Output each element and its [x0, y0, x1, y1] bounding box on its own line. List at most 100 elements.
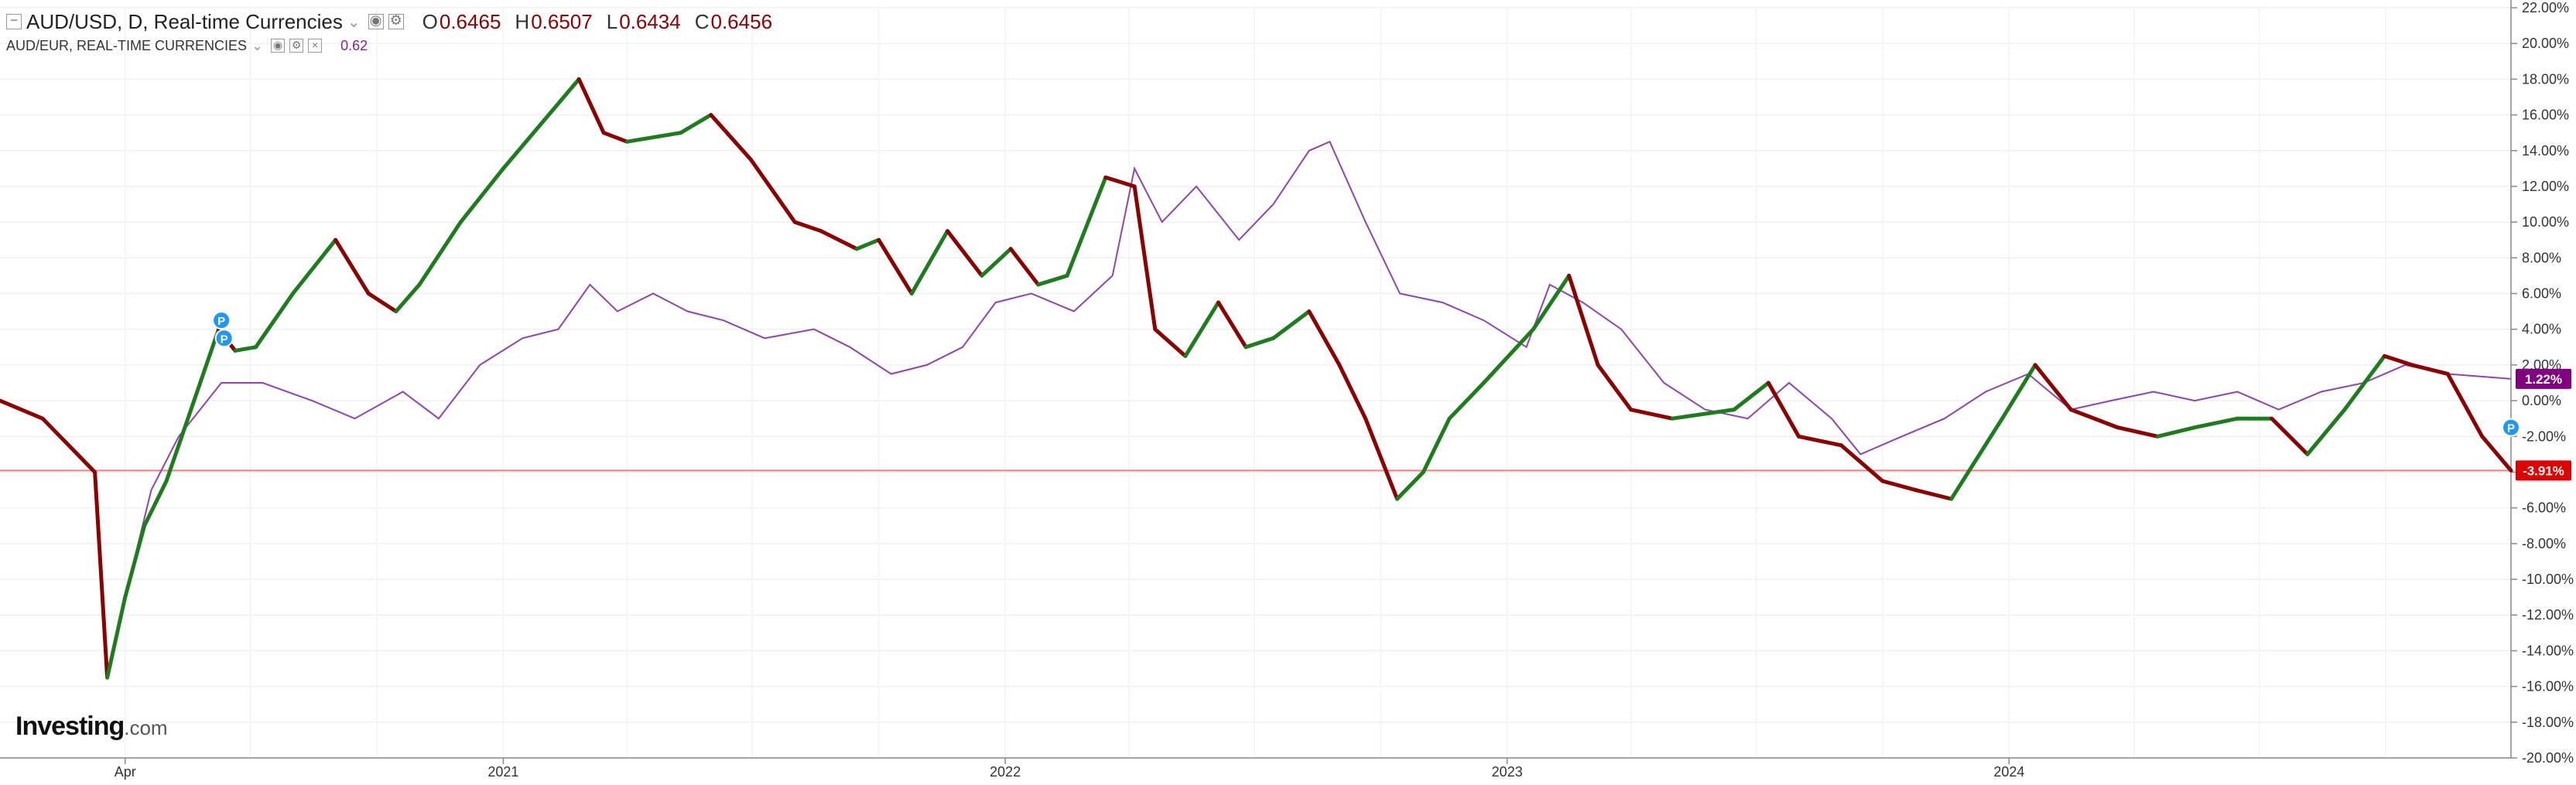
series-segment-aud-usd	[2480, 434, 2513, 473]
event-marker-label: P	[2507, 422, 2515, 435]
event-marker	[2502, 418, 2520, 437]
y-tick-label: -16.00%	[2522, 679, 2574, 695]
series-segment-aud-usd	[417, 220, 463, 287]
series-segment-aud-usd	[1949, 416, 2004, 501]
series-segment-aud-usd	[366, 292, 399, 314]
series-segment-aud-usd	[1796, 434, 1844, 448]
y-tick-label: 10.00%	[2522, 214, 2569, 230]
series-segment-aud-usd	[679, 113, 713, 135]
series-segment-aud-usd	[1421, 416, 1452, 474]
main-value-badge: -3.91%	[2523, 463, 2564, 478]
series-segment-aud-usd	[40, 416, 97, 474]
visibility-icon[interactable]: ◉	[271, 39, 286, 53]
chevron-down-icon[interactable]: ⌄	[251, 37, 264, 53]
compare-value-badge: 1.22%	[2525, 372, 2562, 387]
series-segment-aud-usd	[2155, 425, 2197, 439]
series-segment-aud-usd	[501, 77, 581, 171]
y-tick-label: 18.00%	[2522, 71, 2569, 87]
series-segment-aud-usd	[1914, 488, 1954, 501]
series-segment-aud-usd	[123, 524, 147, 599]
series-segment-aud-usd	[142, 479, 169, 528]
y-tick-label: 8.00%	[2522, 250, 2561, 265]
x-tick-label: 2022	[990, 764, 1021, 780]
compare-series-legend: AUD/EUR, REAL-TIME CURRENCIES ⌄ ◉ ⚙ × 0.…	[6, 34, 368, 57]
visibility-icon[interactable]: ◉	[368, 13, 384, 29]
series-segment-aud-usd	[1482, 327, 1535, 385]
series-segment-aud-usd	[1732, 381, 1770, 412]
event-marker-label: P	[221, 333, 228, 346]
series-segment-aud-usd	[624, 131, 683, 144]
series-segment-aud-usd	[1183, 300, 1221, 358]
y-tick-label: -8.00%	[2522, 536, 2566, 551]
series-segment-aud-usd	[576, 77, 606, 135]
ohlc-low-value: 0.6434	[619, 9, 681, 33]
series-segment-aud-usd	[980, 247, 1013, 278]
series-segment-aud-usd	[1596, 363, 1634, 412]
series-segment-aud-usd	[1244, 336, 1276, 350]
series-segment-aud-usd	[2305, 408, 2347, 456]
series-segment-aud-usd	[1880, 479, 1918, 493]
series-segment-aud-usd	[2068, 408, 2120, 430]
x-tick-label: 2021	[487, 764, 518, 780]
series-segment-aud-usd	[2000, 363, 2037, 421]
series-segment-aud-usd	[709, 113, 753, 162]
main-value-badge-bg	[2516, 460, 2571, 481]
series-segment-aud-usd	[877, 237, 914, 296]
series-segment-aud-usd	[1132, 184, 1158, 332]
series-segment-aud-usd	[2410, 363, 2450, 376]
y-tick-label: 14.00%	[2522, 143, 2569, 159]
series-segment-aud-usd	[792, 220, 823, 234]
series-segment-aud-usd	[2342, 353, 2387, 412]
series-segment-aud-usd	[1395, 469, 1425, 501]
event-marker	[212, 311, 231, 330]
series-segment-aud-usd	[291, 237, 338, 296]
close-icon[interactable]: ×	[308, 39, 323, 53]
series-segment-aud-usd	[1103, 175, 1137, 189]
compare-value-badge-bg	[2516, 368, 2571, 389]
x-tick-label: Apr	[115, 764, 136, 780]
series-segment-aud-usd	[93, 469, 110, 680]
series-segment-aud-usd	[945, 229, 984, 278]
settings-icon[interactable]: ⚙	[388, 12, 404, 29]
logo-suffix: .com	[124, 716, 168, 739]
ohlc-close-value: 0.6456	[710, 9, 773, 33]
logo-word: Investing	[15, 712, 125, 741]
y-tick-label: 22.00%	[2522, 0, 2569, 15]
series-segment-aud-usd	[2445, 371, 2485, 439]
series-segment-aud-usd	[394, 282, 422, 314]
series-segment-aud-usd	[601, 131, 629, 144]
chevron-down-icon[interactable]: ⌄	[347, 13, 361, 31]
settings-icon[interactable]: ⚙	[289, 39, 304, 53]
series-segment-aud-usd	[1307, 309, 1342, 367]
ohlc-open-value: 0.6465	[439, 9, 501, 33]
y-tick-label: 6.00%	[2522, 286, 2561, 302]
collapse-icon[interactable]: −	[6, 13, 22, 29]
y-tick-label: 20.00%	[2522, 36, 2569, 51]
ohlc-high-value: 0.6507	[531, 9, 593, 33]
series-segment-aud-usd	[2383, 353, 2414, 367]
investing-logo[interactable]: Investing.com	[15, 712, 168, 742]
series-segment-aud-usd	[1839, 443, 1885, 483]
series-segment-aud-usd	[458, 166, 505, 224]
main-symbol-label[interactable]: AUD/USD, D, Real-time Currencies	[26, 9, 343, 33]
series-segment-aud-usd	[164, 327, 221, 483]
y-tick-label: -2.00%	[2522, 428, 2566, 444]
series-segment-aud-usd	[2116, 425, 2160, 439]
series-segment-aud-usd	[1670, 408, 1736, 421]
series-segment-aud-usd	[1629, 408, 1675, 421]
series-segment-aud-usd	[1337, 363, 1368, 421]
series-segment-aud-usd	[1271, 309, 1312, 340]
y-tick-label: -18.00%	[2522, 715, 2574, 730]
series-segment-aud-usd	[1766, 381, 1801, 439]
series-segment-aud-usd	[1363, 416, 1400, 501]
x-tick-label: 2024	[1993, 764, 2024, 780]
ohlc-low-key: L	[606, 9, 618, 33]
ohlc-high-key: H	[515, 9, 530, 33]
series-segment-aud-usd	[909, 229, 949, 296]
compare-symbol-label[interactable]: AUD/EUR, REAL-TIME CURRENCIES	[6, 37, 248, 53]
y-tick-label: 12.00%	[2522, 179, 2569, 194]
y-tick-label: 4.00%	[2522, 322, 2561, 337]
series-segment-aud-usd	[1531, 273, 1572, 332]
